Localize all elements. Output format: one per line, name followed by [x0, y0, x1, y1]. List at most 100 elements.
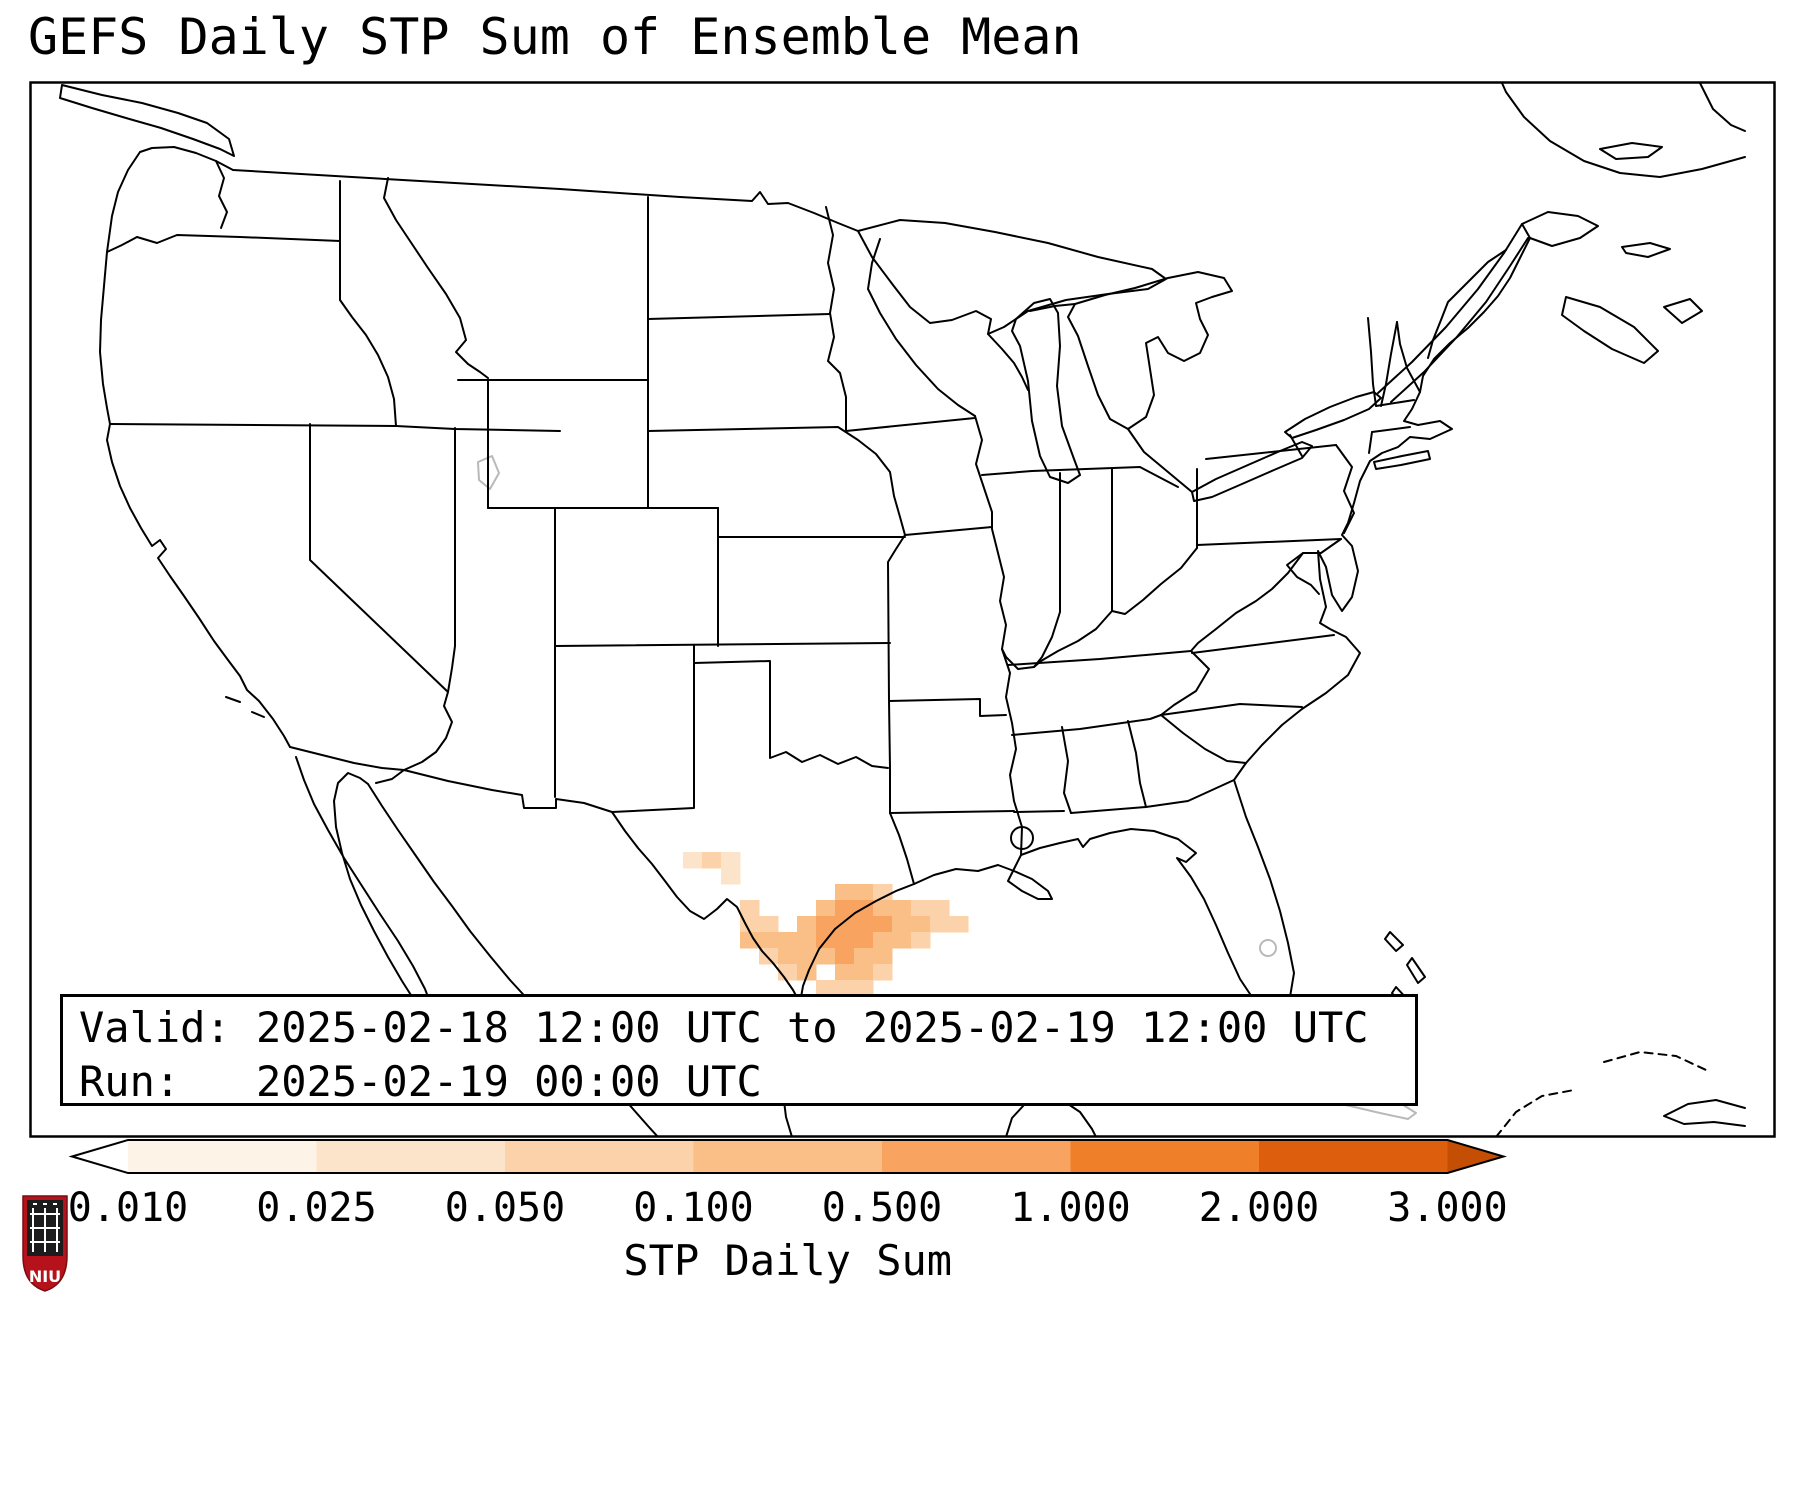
colorbar-tick: 0.050: [445, 1185, 565, 1231]
lake-superior: [857, 219, 1167, 335]
ia-mo-border: [904, 526, 993, 536]
mn-ia-border: [845, 417, 976, 432]
gaspe-peninsula: [1521, 211, 1599, 247]
valid-text: Valid: 2025-02-18 12:00 UTC to 2025-02-1…: [79, 1003, 1369, 1052]
nv-ut-az-border: [447, 427, 456, 693]
geography-black: [59, 83, 1746, 1136]
ma-south-border: [1371, 426, 1411, 433]
gulf-coast-east: [913, 779, 1295, 1010]
ny-vt-border: [1367, 317, 1377, 407]
colorbar-tick: 1.000: [1010, 1185, 1130, 1231]
great-salt-lake: [477, 455, 500, 490]
stp-data-layer: [683, 852, 969, 997]
ms-al-border: [1061, 726, 1072, 814]
colorbar: 0.010 0.025 0.050 0.100 0.500 1.000 2.000 3.000…: [68, 1139, 1508, 1285]
ne-canada-coast: [1501, 83, 1746, 178]
wi-mi-up-border: [987, 333, 1029, 391]
map-background: [30, 82, 1775, 1137]
ny-pa-border: [1205, 444, 1337, 460]
puget-sound: [215, 160, 228, 229]
map-frame-border: [29, 81, 1776, 1138]
ct-ny-border: [1368, 431, 1373, 454]
geography-dashed: [1495, 1050, 1707, 1136]
lake-huron: [1067, 271, 1233, 430]
tx-la-sabine: [889, 812, 915, 885]
st-lawrence-south-bank: [1390, 237, 1529, 403]
us-mexico-border: [289, 746, 613, 813]
mississippi-river-upper: [974, 415, 1007, 650]
colorbar-tick: 0.025: [256, 1185, 376, 1231]
hispaniola-edge: [1663, 1099, 1746, 1127]
sd-ne-ia-border: [647, 426, 906, 536]
nm-tx-border: [611, 645, 695, 813]
mo-ar-border: [888, 698, 1007, 717]
maine-nh-border: [1396, 321, 1421, 393]
mi-south-border: [1031, 466, 1179, 488]
lake-erie: [1191, 441, 1313, 502]
atlantic-coast: [1233, 391, 1453, 781]
lake-michigan: [1011, 298, 1081, 484]
wa-or-border: [106, 234, 341, 253]
mississippi-river-lower: [1001, 648, 1023, 856]
ca-nv-az-border: [309, 423, 453, 771]
cape-breton: [1663, 298, 1703, 324]
niagara-river: [1289, 434, 1303, 457]
vt-nh-border: [1380, 321, 1398, 407]
ar-la-border: [889, 810, 1015, 814]
ohio-river: [1001, 547, 1198, 670]
mn-west-border: [827, 312, 847, 432]
lat37-border: [554, 642, 891, 647]
lake-okeechobee: [1259, 939, 1277, 957]
colorbar-tick: 0.500: [822, 1185, 942, 1231]
texas-coast: [799, 883, 915, 1004]
lake-ontario: [1284, 391, 1382, 439]
channel-islands: [225, 696, 265, 718]
colorbar-label: STP Daily Sum: [623, 1236, 952, 1285]
colorbar-tick: 3.000: [1387, 1185, 1507, 1231]
tx-panhandle-red-river: [693, 660, 889, 769]
nova-scotia: [1561, 296, 1659, 364]
red-river-north: [825, 206, 835, 314]
logo-text: NIU: [29, 1267, 61, 1286]
maine-canada-border: [1427, 249, 1507, 359]
newfoundland-corner: [1699, 83, 1746, 132]
long-island: [1373, 450, 1431, 470]
tn-nc-border: [1160, 650, 1210, 716]
bahama-banks-dashed: [1495, 1050, 1707, 1136]
info-box: Valid: 2025-02-18 12:00 UTC to 2025-02-1…: [60, 994, 1418, 1106]
nd-sd-border: [647, 313, 831, 320]
niu-logo: NIU: [22, 1195, 68, 1292]
vancouver-island: [59, 84, 235, 157]
run-text: Run: 2025-02-19 00:00 UTC: [79, 1056, 762, 1106]
id-mt-border: [383, 177, 489, 379]
va-nc-border: [1191, 634, 1335, 654]
wi-il-border: [981, 470, 1033, 476]
ms-la-border: [1013, 810, 1065, 813]
pa-md-border: [1196, 538, 1342, 546]
fl-north-border: [1070, 779, 1235, 814]
wv-va-border: [1190, 552, 1304, 652]
mo-ok-ar-west-border: [887, 534, 906, 814]
potomac-river: [1286, 538, 1342, 595]
delaware-river-border: [1335, 444, 1355, 534]
castle-icon: [30, 1203, 60, 1252]
colorbar-tick: 2.000: [1199, 1185, 1319, 1231]
il-in-border: [1033, 472, 1061, 668]
canada-border-west: [232, 169, 859, 232]
al-ga-border: [1127, 720, 1147, 808]
detroit-river: [1127, 428, 1193, 493]
page-title: GEFS Daily STP Sum of Ensemble Mean: [28, 8, 1082, 66]
prince-edward-island: [1621, 242, 1671, 258]
tn-south-border: [1011, 714, 1162, 736]
ma-north-border: [1375, 399, 1415, 407]
colorbar-tick: 0.010: [68, 1185, 188, 1231]
nc-sc-border: [1160, 703, 1303, 716]
rio-grande: [611, 811, 801, 1004]
ga-sc-border: [1160, 714, 1247, 764]
lat42-border: [109, 423, 561, 432]
mn-wi-border: [867, 238, 976, 417]
colorado-river-mouth: [375, 769, 405, 784]
id-west-border: [339, 180, 397, 427]
